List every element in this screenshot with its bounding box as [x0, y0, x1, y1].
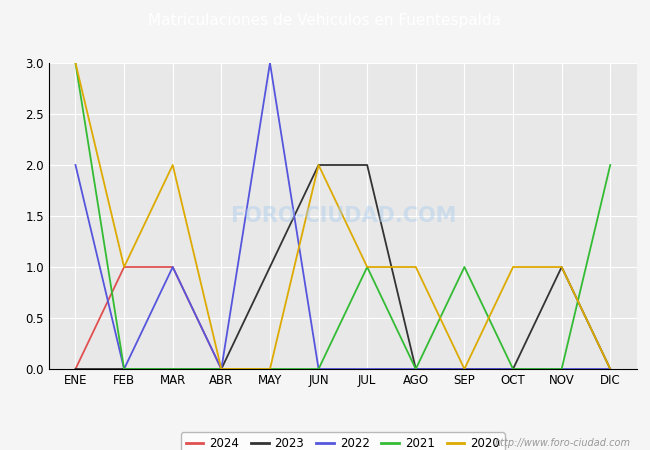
Legend: 2024, 2023, 2022, 2021, 2020: 2024, 2023, 2022, 2021, 2020	[181, 432, 505, 450]
Text: Matriculaciones de Vehiculos en Fuentespalda: Matriculaciones de Vehiculos en Fuentesp…	[148, 13, 502, 28]
Text: http://www.foro-ciudad.com: http://www.foro-ciudad.com	[495, 438, 630, 448]
Text: FORO-CIUDAD.COM: FORO-CIUDAD.COM	[229, 206, 456, 226]
